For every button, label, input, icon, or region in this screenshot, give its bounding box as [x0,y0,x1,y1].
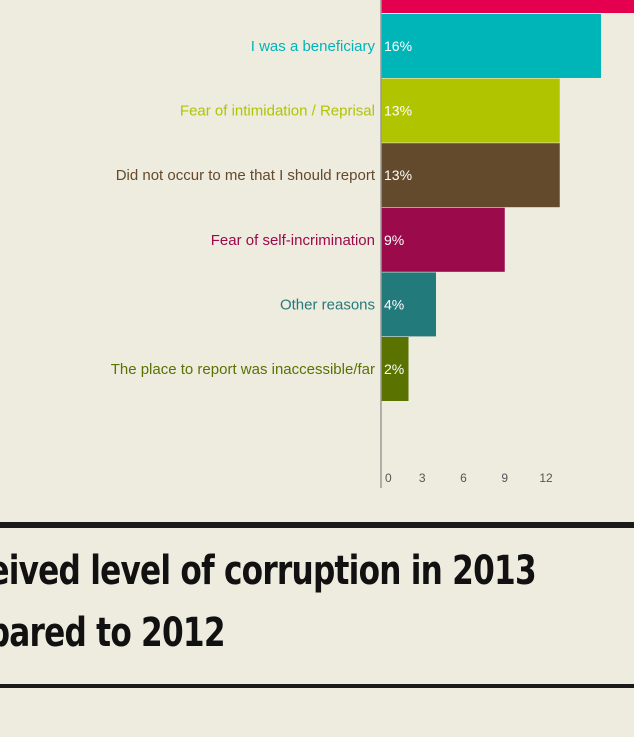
bar-top-partial [381,0,634,13]
category-label: Other reasons [280,296,375,313]
value-label: 4% [384,296,404,312]
x-tick-label: 3 [419,471,426,485]
category-label: Fear of self-incrimination [211,232,375,249]
bar [381,207,505,272]
bar [381,14,601,78]
section-title: rceived level of corruption in 2013 mpar… [0,540,537,664]
category-label: I was a beneficiary [251,38,376,55]
value-label: 9% [384,232,404,248]
x-tick-label: 0 [385,471,392,485]
section-heading-band: rceived level of corruption in 2013 mpar… [0,522,634,688]
bar-chart: I was a beneficiary 16% Fear of intimidati… [111,0,634,488]
bar [381,337,409,401]
x-tick-label: 9 [501,471,508,485]
chart-svg: I was a beneficiary 16% Fear of intimidati… [111,0,634,488]
value-label: 13% [384,167,412,183]
value-label: 13% [384,103,412,119]
category-label: Fear of intimidation / Reprisal [180,103,375,120]
category-label: Did not occur to me that I should report [116,167,376,184]
value-label: 16% [384,38,412,54]
bar [381,143,560,208]
x-tick-label: 12 [539,471,553,485]
bar [381,78,560,143]
x-tick-label: 6 [460,471,467,485]
value-label: 2% [384,361,404,377]
section-title-line2: mpared to 2012 [0,610,226,656]
section-title-line1: rceived level of corruption in 2013 [0,548,537,594]
bar [381,272,436,337]
category-label: The place to report was inaccessible/far [111,361,375,378]
